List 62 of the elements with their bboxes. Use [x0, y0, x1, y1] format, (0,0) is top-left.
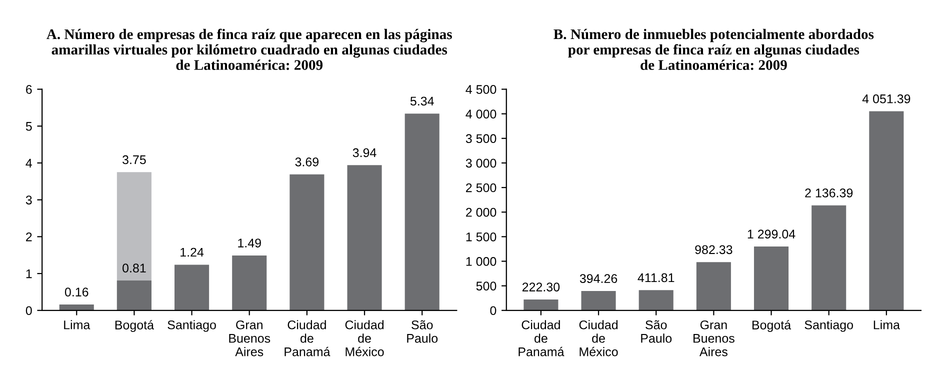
y-tick-label: 2	[26, 232, 32, 242]
bar	[812, 205, 846, 310]
data-label: 1.49	[238, 238, 261, 248]
bar	[696, 262, 731, 310]
y-tick-label: 6	[26, 85, 32, 94]
x-tick-label: Ciudad de México	[345, 320, 384, 356]
x-tick-label: Gran Buenos Aires	[229, 320, 270, 356]
chart-title: B. Número de inmuebles potencialmente abordados por empresas de finca raíz en algunas ciudades de Latinoamérica: 2009	[554, 28, 874, 70]
data-label: 1.24	[180, 248, 204, 257]
y-tick-label: 5	[26, 122, 32, 131]
y-tick-label: 3 500	[466, 134, 496, 144]
data-label: 982.33	[695, 245, 732, 254]
y-tick-label: 0	[490, 306, 496, 316]
y-tick-label: 2 000	[466, 208, 496, 217]
data-label: 3.75	[122, 155, 146, 164]
bar	[869, 111, 904, 310]
x-tick-label: Ciudad de México	[579, 320, 618, 356]
data-label: 3.69	[295, 158, 319, 166]
bar	[581, 291, 616, 310]
x-tick-label: Ciudad de Panamá	[518, 320, 564, 356]
y-tick-label: 4 000	[466, 110, 496, 118]
data-label: 2 136.39	[805, 188, 853, 198]
y-tick-label: 4 500	[466, 85, 496, 94]
y-tick-label: 1	[26, 269, 32, 278]
bar	[754, 246, 789, 310]
bar	[174, 264, 210, 310]
data-label: 394.26	[580, 274, 618, 283]
bar	[59, 304, 94, 310]
x-tick-label: Bogotá	[115, 320, 154, 332]
bar	[638, 290, 674, 310]
data-label: 222.30	[522, 282, 560, 292]
bar	[524, 299, 558, 310]
y-tick-label: 3 000	[466, 158, 496, 168]
x-tick-label: Lima	[874, 320, 900, 330]
x-tick-label: Santiago	[804, 320, 853, 332]
bar	[404, 114, 440, 310]
y-tick-label: 1 500	[466, 232, 496, 242]
x-tick-label: Gran Buenos Aires	[694, 320, 734, 356]
y-tick-label: 0	[26, 306, 32, 316]
x-tick-label: Lima	[64, 320, 90, 330]
bar	[232, 255, 267, 310]
bar	[290, 174, 324, 310]
x-tick-label: Bogotá	[752, 320, 792, 332]
x-tick-label: São Paulo	[641, 320, 672, 343]
bar	[347, 165, 382, 310]
y-tick-label: 2 500	[466, 183, 496, 192]
data-label: 5.34	[410, 96, 434, 106]
x-tick-label: Ciudad de Panamá	[284, 320, 330, 356]
data-label: 4 051.39	[862, 94, 910, 104]
data-label: 3.94	[352, 148, 376, 158]
x-tick-label: São Paulo	[407, 320, 438, 343]
x-tick-label: Santiago	[168, 320, 216, 332]
data-label: 1 299.04	[748, 230, 796, 239]
y-tick-label: 1 000	[466, 257, 496, 266]
y-tick-label: 500	[476, 282, 496, 290]
bar	[116, 280, 152, 310]
y-tick-label: 4	[26, 158, 32, 168]
y-tick-label: 3	[26, 196, 32, 204]
data-label: 0.81	[122, 264, 146, 273]
data-label: 0.16	[64, 288, 88, 296]
data-label: 411.81	[638, 273, 674, 282]
chart-title: A. Número de empresas de finca raíz que aparecen en las páginas amarillas virtuales por kilómetro cuadrado en algunas ciudades de Latinoamérica: 2009	[46, 28, 452, 70]
